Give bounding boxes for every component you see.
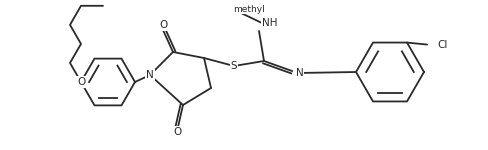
Text: NH: NH [262,18,278,28]
Text: methyl: methyl [233,4,265,14]
Text: S: S [231,61,237,71]
Text: O: O [77,77,85,87]
Text: N: N [296,68,304,78]
Text: O: O [174,127,182,137]
Text: N: N [146,70,154,80]
Text: Cl: Cl [437,40,447,50]
Text: O: O [159,20,167,30]
